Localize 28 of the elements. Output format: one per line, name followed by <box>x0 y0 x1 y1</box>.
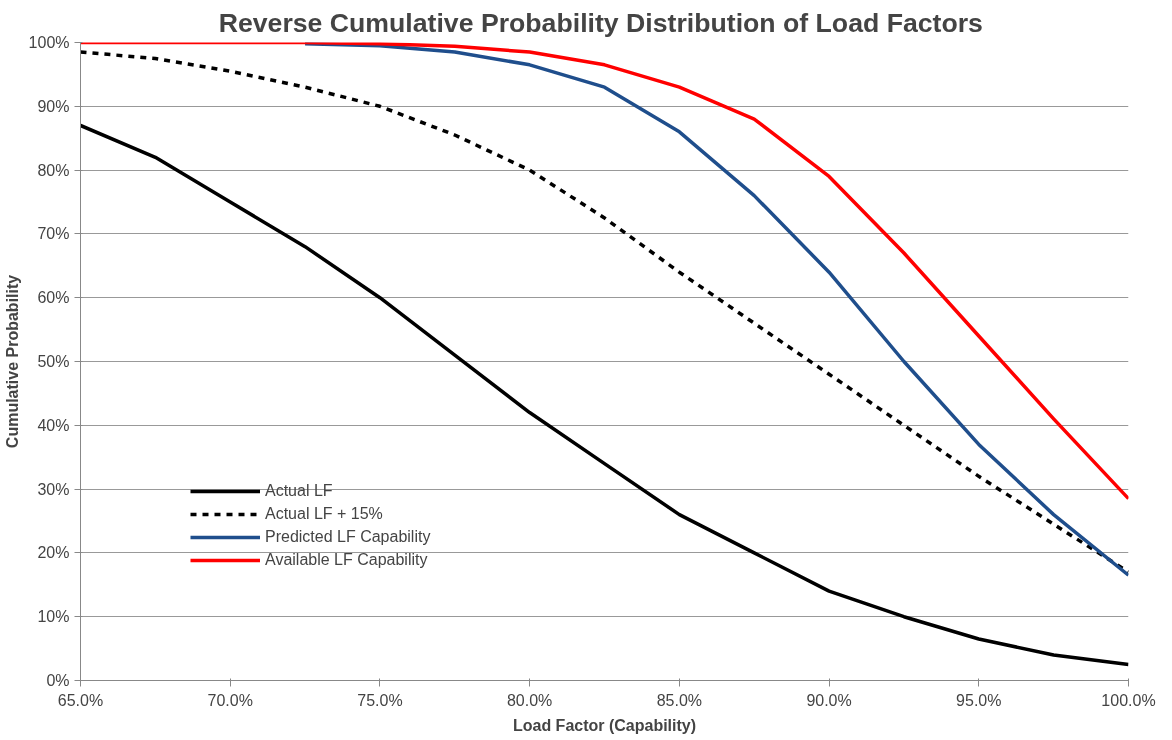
y-tick-label: 20% <box>37 544 70 562</box>
y-tick-label: 60% <box>37 289 70 307</box>
x-tick-label: 95.0% <box>956 691 1002 709</box>
y-tick-label: 50% <box>37 353 70 370</box>
legend-label: Predicted LF Capability <box>265 528 431 546</box>
y-tick-label: 30% <box>37 480 70 498</box>
x-tick-label: 65.0% <box>57 691 104 709</box>
y-tick-label: 90% <box>37 97 70 115</box>
x-axis-title: Load Factor (Capability) <box>512 716 697 734</box>
line-series <box>80 123 1129 667</box>
y-tick-label: 80% <box>37 161 70 179</box>
legend-label: Actual LF + 15% <box>265 505 383 523</box>
chart-title: Reverse Cumulative Probability Distribution of Load Factors <box>218 7 983 38</box>
y-tick-label: 100% <box>28 34 70 51</box>
x-tick-label: 85.0% <box>656 691 703 709</box>
legend-label: Actual LF <box>265 482 333 500</box>
legend-label: Available LF Capability <box>265 551 428 569</box>
y-tick-label: 10% <box>37 608 70 626</box>
x-tick-label: 90.0% <box>806 691 852 709</box>
x-tick-label: 100.0% <box>1101 691 1156 709</box>
y-tick-label: 0% <box>46 672 70 689</box>
x-tick-label: 70.0% <box>207 691 253 709</box>
line-series <box>80 42 1129 501</box>
y-tick-label: 70% <box>37 225 70 243</box>
x-tick-label: 75.0% <box>357 691 403 709</box>
y-axis-title: Cumulative Probability <box>3 274 21 449</box>
x-tick-label: 80.0% <box>506 691 553 709</box>
y-tick-label: 40% <box>37 416 70 434</box>
